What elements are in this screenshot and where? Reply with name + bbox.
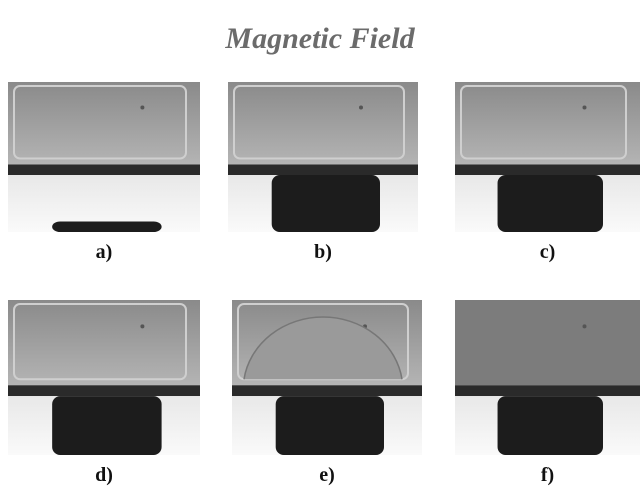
magnet xyxy=(497,396,603,455)
container-edge xyxy=(13,85,187,160)
photo-panel xyxy=(455,82,640,232)
dot xyxy=(582,324,587,329)
panel-label: d) xyxy=(95,464,113,486)
magnet xyxy=(275,396,384,455)
upper-region xyxy=(455,300,640,386)
dot xyxy=(359,105,363,110)
panel-label: c) xyxy=(540,241,556,263)
divider xyxy=(8,164,200,175)
fluid-arc xyxy=(243,316,403,380)
container-edge xyxy=(460,85,627,160)
dot xyxy=(140,105,145,110)
container-edge xyxy=(13,303,187,381)
magnet xyxy=(271,175,380,232)
figure-title: Magnetic Field xyxy=(224,22,415,55)
panel-label: e) xyxy=(319,464,335,486)
divider xyxy=(232,385,422,397)
panel-label: b) xyxy=(314,241,332,263)
panels xyxy=(8,82,640,455)
photo-panel xyxy=(8,300,200,455)
magnet xyxy=(52,221,162,232)
container-edge xyxy=(233,85,405,160)
divider xyxy=(228,164,418,175)
panel-label: f) xyxy=(541,464,554,486)
photo-panel xyxy=(232,300,422,455)
upper-region xyxy=(228,82,418,165)
panel-label: a) xyxy=(96,241,113,263)
photo-panel xyxy=(228,82,418,232)
upper-region xyxy=(8,300,200,386)
magnet xyxy=(497,175,603,232)
photo-panel xyxy=(8,82,200,232)
upper-region xyxy=(8,82,200,165)
divider xyxy=(455,385,640,397)
dot xyxy=(582,105,587,110)
magnet xyxy=(52,396,162,455)
photo-panel xyxy=(455,300,640,455)
upper-region xyxy=(455,82,640,165)
divider xyxy=(455,164,640,175)
divider xyxy=(8,385,200,397)
dot xyxy=(140,324,145,329)
